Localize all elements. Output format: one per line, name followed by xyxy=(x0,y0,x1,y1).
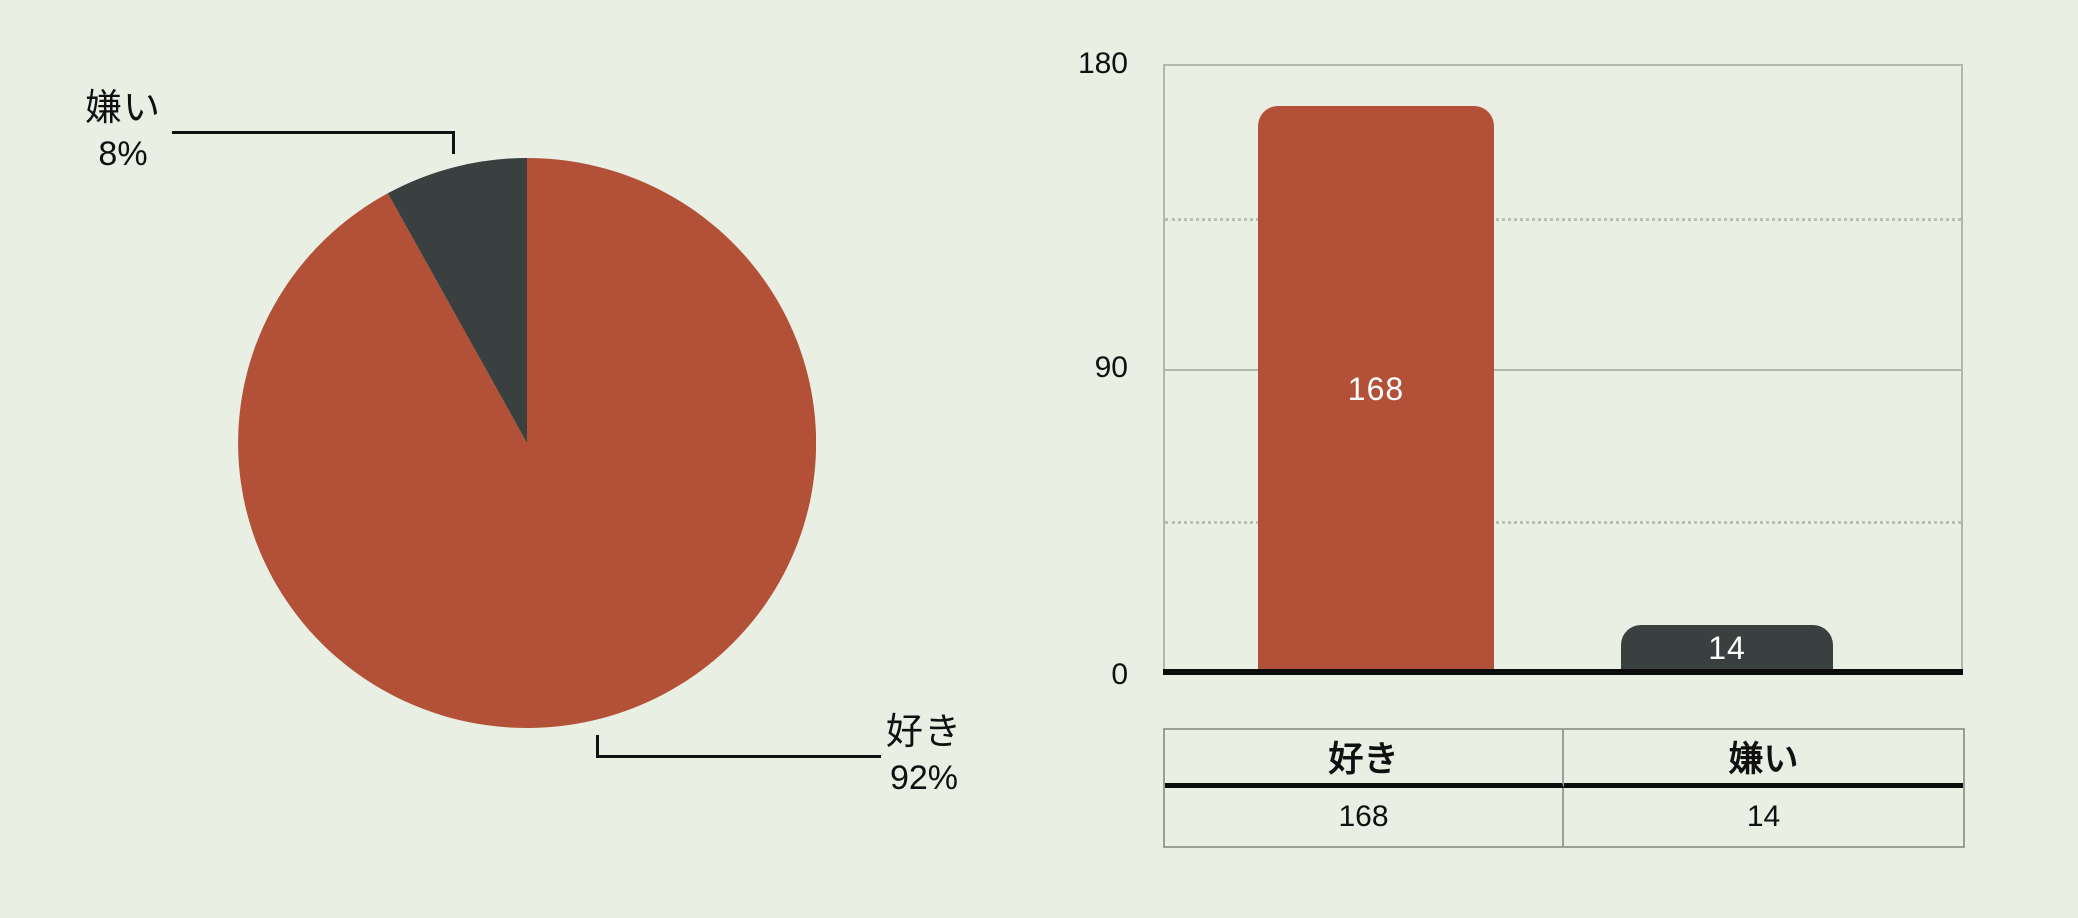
like-leader-line xyxy=(596,735,881,758)
bar-dislike-value-label: 14 xyxy=(1708,630,1746,667)
table-value-dislike: 14 xyxy=(1746,800,1781,833)
like-callout: 好き 92% xyxy=(858,708,990,800)
dislike-callout-percent: 8% xyxy=(98,135,148,173)
gridline-90 xyxy=(1165,369,1961,371)
gridline-45 xyxy=(1165,520,1961,524)
dislike-callout: 嫌い 8% xyxy=(48,84,198,176)
pie-slice-like xyxy=(238,158,816,728)
x-axis-baseline xyxy=(1163,669,1963,675)
table-header-dislike: 嫌い xyxy=(1564,730,1963,788)
y-axis-tick-0: 0 xyxy=(1111,658,1128,691)
dislike-callout-label: 嫌い xyxy=(85,87,161,128)
bar-like-value-label: 168 xyxy=(1347,371,1405,408)
like-callout-label: 好き xyxy=(886,711,962,752)
pie-chart xyxy=(238,158,816,728)
table-header-like: 好き xyxy=(1165,730,1564,788)
dislike-leader-line xyxy=(172,131,455,154)
summary-table: 好き 嫌い 168 14 xyxy=(1163,728,1965,848)
table-value-like: 168 xyxy=(1165,788,1564,846)
bar-dislike: 14 xyxy=(1621,624,1833,672)
y-axis-tick-180: 180 xyxy=(1077,47,1128,80)
gridline-135 xyxy=(1165,217,1961,221)
y-axis-tick-90: 90 xyxy=(1094,351,1128,384)
bar-like: 168 xyxy=(1258,106,1494,672)
like-callout-percent: 92% xyxy=(889,759,959,797)
bar-chart-plot-area: 168 14 xyxy=(1163,64,1963,672)
pie-slice-dislike xyxy=(387,158,527,443)
